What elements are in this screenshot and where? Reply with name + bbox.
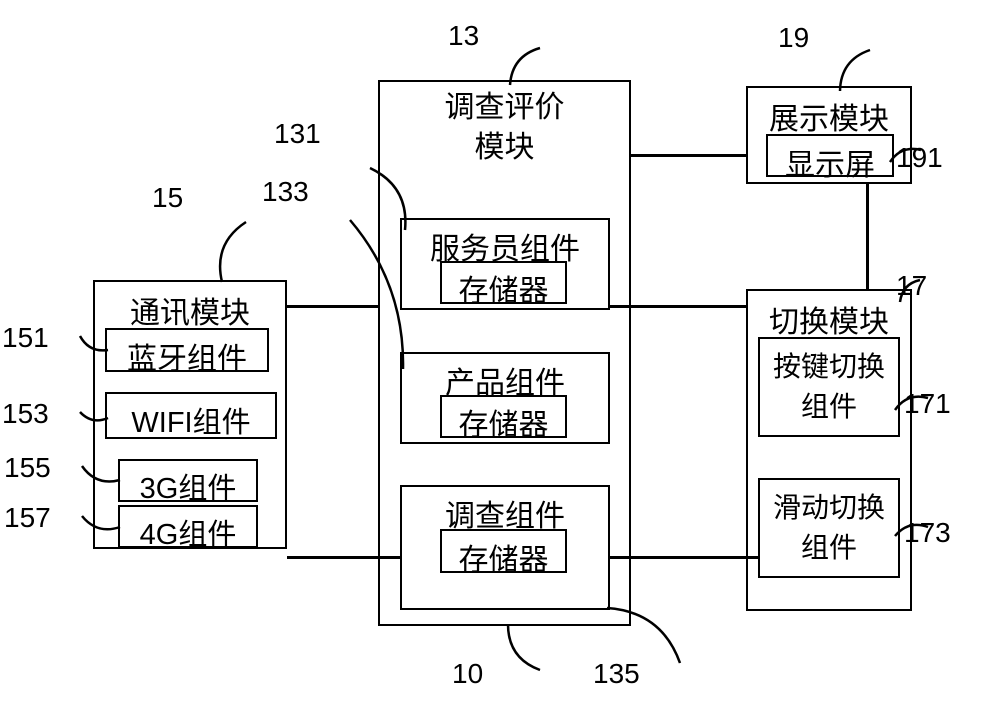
wire (866, 184, 869, 289)
ref-155: 155 (4, 452, 51, 484)
g4-label: 4G组件 (120, 511, 256, 553)
display-screen: 显示屏 (766, 134, 894, 177)
wire (631, 154, 746, 157)
wire (287, 305, 378, 308)
ref-135: 135 (593, 658, 640, 690)
bluetooth-label: 蓝牙组件 (107, 334, 267, 378)
key-switch-component: 按键切换组件 (758, 337, 900, 437)
key-switch-label: 按键切换组件 (760, 347, 898, 427)
comm-title: 通讯模块 (95, 288, 285, 332)
g3-label: 3G组件 (120, 465, 256, 507)
waiter-storage-label: 存储器 (442, 266, 565, 310)
ref-153: 153 (2, 398, 49, 430)
display-screen-label: 显示屏 (768, 140, 892, 184)
ref-17: 17 (896, 270, 927, 302)
wire (610, 556, 758, 559)
switch-title: 切换模块 (748, 297, 910, 341)
g4-component: 4G组件 (118, 505, 258, 548)
ref-19: 19 (778, 22, 809, 54)
product-storage-label: 存储器 (442, 400, 565, 444)
ref-171: 171 (904, 388, 951, 420)
display-title: 展示模块 (748, 94, 910, 138)
ref-173: 173 (904, 517, 951, 549)
waiter-storage: 存储器 (440, 261, 567, 304)
slide-switch-component: 滑动切换组件 (758, 478, 900, 578)
wire (287, 556, 400, 559)
ref-10: 10 (452, 658, 483, 690)
slide-switch-label: 滑动切换组件 (760, 488, 898, 568)
ref-131: 131 (274, 118, 321, 150)
ref-133: 133 (262, 176, 309, 208)
ref-151: 151 (2, 322, 49, 354)
ref-191: 191 (896, 142, 943, 174)
survey-storage: 存储器 (440, 529, 567, 573)
ref-13: 13 (448, 20, 479, 52)
ref-15: 15 (152, 182, 183, 214)
wifi-label: WIFI组件 (107, 399, 275, 441)
g3-component: 3G组件 (118, 459, 258, 502)
product-storage: 存储器 (440, 395, 567, 438)
survey-storage-label: 存储器 (442, 535, 565, 579)
wire (610, 305, 746, 308)
bluetooth-component: 蓝牙组件 (105, 328, 269, 372)
survey-eval-title: 调查评价模块 (380, 88, 629, 168)
wifi-component: WIFI组件 (105, 392, 277, 439)
ref-157: 157 (4, 502, 51, 534)
